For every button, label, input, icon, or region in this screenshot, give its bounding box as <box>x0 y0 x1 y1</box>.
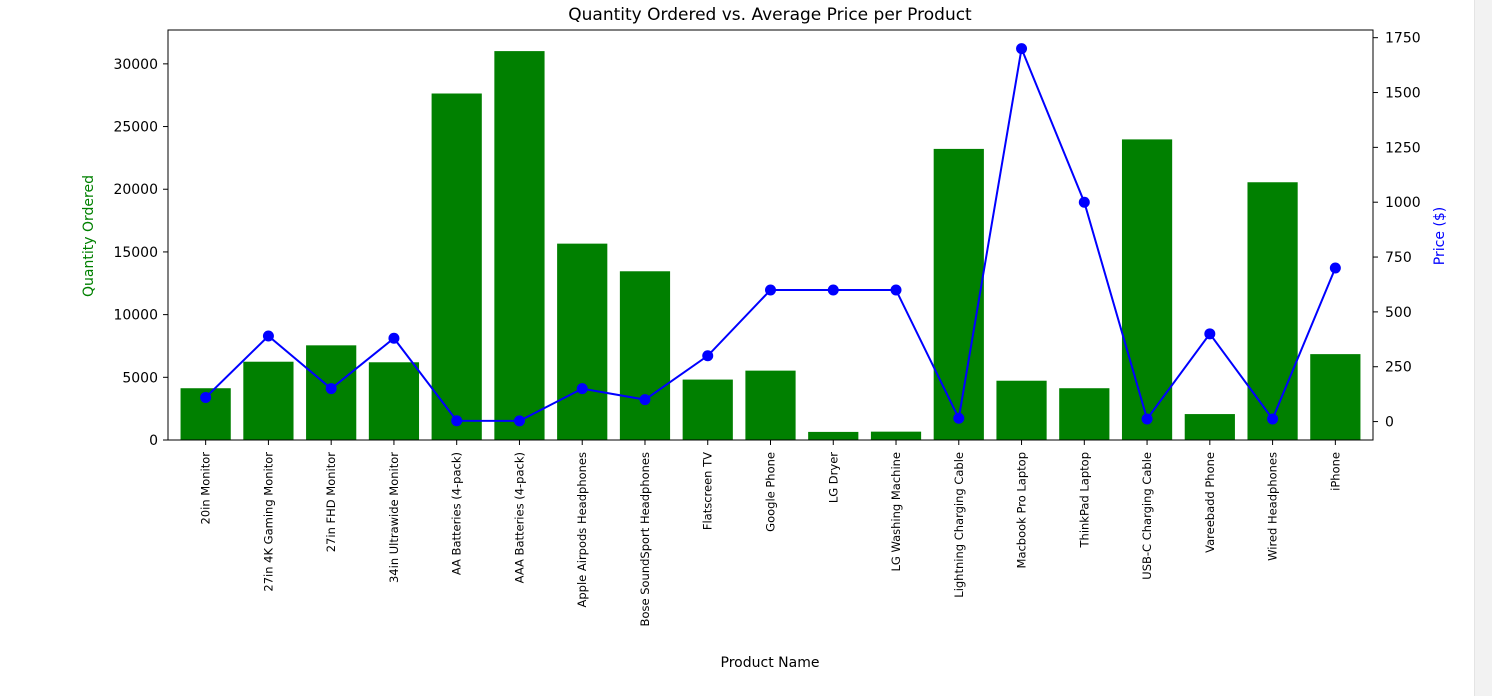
x-tick-label: Google Phone <box>764 452 778 532</box>
price-point <box>1267 413 1279 425</box>
x-tick-label: Apple Airpods Headphones <box>575 452 589 608</box>
price-point <box>1329 262 1341 274</box>
bar <box>933 148 984 440</box>
bar <box>808 431 859 440</box>
x-tick-label: Lightning Charging Cable <box>952 452 966 598</box>
bars-layer <box>180 51 1361 441</box>
bar <box>494 51 545 440</box>
bar <box>1247 182 1298 440</box>
x-tick-label: LG Dryer <box>826 452 840 503</box>
x-tick-label: 34in Ultrawide Monitor <box>387 452 401 583</box>
y2-tick-label: 1750 <box>1385 31 1421 47</box>
bar <box>431 93 482 441</box>
price-point <box>262 330 274 342</box>
x-tick-label: iPhone <box>1328 452 1342 491</box>
y-tick-label: 20000 <box>113 182 158 198</box>
y2-tick-label: 500 <box>1385 305 1412 321</box>
x-tick-label: Flatscreen TV <box>701 452 715 530</box>
y-tick-label: 15000 <box>113 245 158 261</box>
price-point <box>325 383 337 395</box>
x-tick-label: AAA Batteries (4-pack) <box>512 452 526 583</box>
x-tick-label: ThinkPad Laptop <box>1077 452 1091 548</box>
y2-tick-label: 0 <box>1385 415 1394 431</box>
bar <box>870 431 922 440</box>
price-point <box>765 284 776 296</box>
price-point <box>513 415 525 427</box>
y2-tick-label: 750 <box>1385 250 1412 266</box>
x-tick-label: 27in 4K Gaming Monitor <box>261 452 275 592</box>
price-point <box>1141 413 1153 425</box>
y-tick-label: 30000 <box>113 57 158 73</box>
x-axis-label: Product Name <box>721 655 820 671</box>
y2-tick-label: 1000 <box>1385 195 1421 211</box>
x-tick-label: 20in Monitor <box>199 452 213 525</box>
x-tick-label: AA Batteries (4-pack) <box>450 452 464 575</box>
y-tick-label: 0 <box>149 433 158 449</box>
axes-layer: 0 5000 10000 15000 20000 25000 30000 0 250 500 750… <box>113 29 1421 626</box>
x-tick-label: 27in FHD Monitor <box>324 452 338 553</box>
bar <box>368 362 420 440</box>
x-tick-label: Vareebadd Phone <box>1203 452 1217 553</box>
y2-axis-label: Price ($) <box>1432 207 1448 265</box>
bar <box>1059 388 1110 440</box>
price-point <box>702 350 714 362</box>
bar <box>1121 139 1173 440</box>
price-point <box>890 284 902 296</box>
y2-tick-label: 250 <box>1385 360 1412 376</box>
bar <box>619 271 671 440</box>
price-point <box>639 394 651 406</box>
y-axis-label: Quantity Ordered <box>81 175 97 297</box>
price-point <box>1204 328 1216 340</box>
x-tick-label: LG Washing Machine <box>889 452 903 572</box>
price-point <box>451 415 463 427</box>
x-tick-label: Wired Headphones <box>1266 452 1280 561</box>
price-point <box>827 284 839 296</box>
bar <box>1184 414 1235 440</box>
price-point <box>200 391 212 403</box>
y-tick-label: 5000 <box>122 370 158 386</box>
x-tick-label: Macbook Pro Laptop <box>1015 452 1029 568</box>
bar <box>682 379 733 440</box>
chart-title: Quantity Ordered vs. Average Price per P… <box>568 5 972 25</box>
y-tick-label: 25000 <box>113 120 158 136</box>
x-tick-label: USB-C Charging Cable <box>1140 452 1154 580</box>
price-point <box>576 383 588 395</box>
vertical-scrollbar[interactable] <box>1474 0 1492 696</box>
bar <box>557 243 608 440</box>
line-layer <box>200 43 1341 427</box>
y2-tick-label: 1500 <box>1385 86 1421 102</box>
price-point <box>1078 196 1090 208</box>
bar <box>996 380 1047 440</box>
bar <box>243 361 294 440</box>
bar <box>1310 354 1361 440</box>
y2-tick-label: 1250 <box>1385 140 1421 156</box>
bar <box>745 370 796 440</box>
y-tick-label: 10000 <box>113 308 158 324</box>
price-point <box>953 412 965 424</box>
price-point <box>388 332 400 344</box>
x-tick-label: Bose SoundSport Headphones <box>638 452 652 626</box>
price-point <box>1016 43 1028 55</box>
